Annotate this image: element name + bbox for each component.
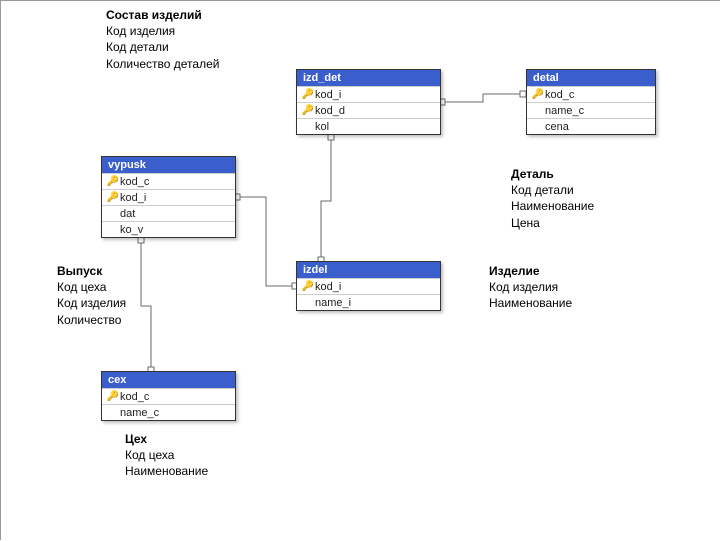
table-izdel[interactable]: izdel 🔑 kod_i name_i [296, 261, 441, 311]
key-icon: 🔑 [106, 192, 120, 203]
table-cex[interactable]: cex 🔑 kod_c name_c [101, 371, 236, 421]
annotation-line: Код цеха [125, 447, 208, 463]
field-row: 🔑 kod_c [102, 388, 235, 404]
table-title: detal [527, 70, 655, 86]
annotation-line: Код детали [106, 39, 219, 55]
table-title: izd_det [297, 70, 440, 86]
field-row: 🔑 kod_i [102, 189, 235, 205]
annotation-izdelie: Изделие Код изделия Наименование [489, 263, 572, 312]
field-name: kod_d [315, 105, 436, 117]
annotation-title: Деталь [511, 166, 594, 182]
field-row: ko_v [102, 221, 235, 237]
annotation-line: Наименование [511, 198, 594, 214]
field-row: cena [527, 118, 655, 134]
table-detal[interactable]: detal 🔑 kod_c name_c cena [526, 69, 656, 135]
field-row: name_i [297, 294, 440, 310]
annotation-detal: Деталь Код детали Наименование Цена [511, 166, 594, 231]
annotation-title: Выпуск [57, 263, 126, 279]
annotation-line: Код детали [511, 182, 594, 198]
field-name: kol [315, 121, 436, 133]
field-name: kod_c [120, 391, 231, 403]
field-name: kod_c [545, 89, 651, 101]
table-title: izdel [297, 262, 440, 278]
field-row: 🔑 kod_d [297, 102, 440, 118]
annotation-line: Количество [57, 312, 126, 328]
field-row: dat [102, 205, 235, 221]
key-icon: 🔑 [301, 105, 315, 116]
field-name: kod_c [120, 176, 231, 188]
field-name: kod_i [315, 89, 436, 101]
field-row: 🔑 kod_c [527, 86, 655, 102]
key-icon: 🔑 [301, 281, 315, 292]
field-name: kod_i [315, 281, 436, 293]
annotation-line: Количество деталей [106, 56, 219, 72]
key-icon: 🔑 [106, 176, 120, 187]
field-name: dat [120, 208, 231, 220]
annotation-line: Цена [511, 215, 594, 231]
field-name: kod_i [120, 192, 231, 204]
table-izd-det[interactable]: izd_det 🔑 kod_i 🔑 kod_d kol [296, 69, 441, 135]
field-row: 🔑 kod_i [297, 278, 440, 294]
field-name: name_c [120, 407, 231, 419]
annotation-line: Наименование [125, 463, 208, 479]
annotation-title: Изделие [489, 263, 572, 279]
field-name: ko_v [120, 224, 231, 236]
annotation-line: Код цеха [57, 279, 126, 295]
key-icon: 🔑 [301, 89, 315, 100]
table-vypusk[interactable]: vypusk 🔑 kod_c 🔑 kod_i dat ko_v [101, 156, 236, 238]
annotation-cex: Цех Код цеха Наименование [125, 431, 208, 480]
table-title: vypusk [102, 157, 235, 173]
annotation-sostav: Состав изделий Код изделия Код детали Ко… [106, 7, 219, 72]
annotation-title: Цех [125, 431, 208, 447]
field-row: name_c [102, 404, 235, 420]
field-row: 🔑 kod_c [102, 173, 235, 189]
annotation-line: Код изделия [106, 23, 219, 39]
field-row: 🔑 kod_i [297, 86, 440, 102]
field-name: cena [545, 121, 651, 133]
field-name: name_i [315, 297, 436, 309]
annotation-vypusk: Выпуск Код цеха Код изделия Количество [57, 263, 126, 328]
field-row: name_c [527, 102, 655, 118]
field-name: name_c [545, 105, 651, 117]
annotation-line: Наименование [489, 295, 572, 311]
table-title: cex [102, 372, 235, 388]
field-row: kol [297, 118, 440, 134]
key-icon: 🔑 [106, 391, 120, 402]
annotation-line: Код изделия [489, 279, 572, 295]
diagram-canvas: izd_det 🔑 kod_i 🔑 kod_d kol detal 🔑 kod_… [0, 0, 720, 540]
key-icon: 🔑 [531, 89, 545, 100]
annotation-line: Код изделия [57, 295, 126, 311]
annotation-title: Состав изделий [106, 7, 219, 23]
